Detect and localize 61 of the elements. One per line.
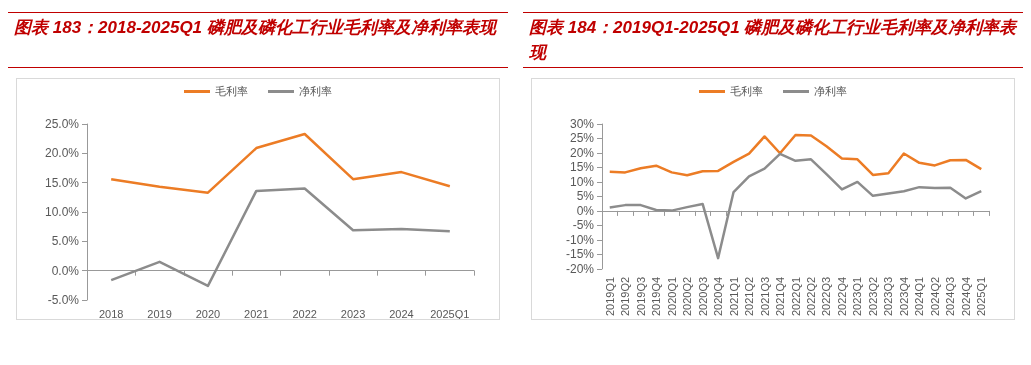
y-tick-label: 15.0% [44,175,80,190]
y-tick-label: -5% [572,218,595,233]
y-tick-label: 20% [569,145,595,160]
y-tick-label: 5.0% [51,234,80,249]
x-tick-label: 2019 [147,307,172,320]
legend-label: 毛利率 [215,85,248,98]
y-tick-label: 25.0% [44,117,80,131]
y-tick-label: 10% [569,174,595,189]
x-tick-label: 2022Q2 [804,276,817,317]
x-tick-label: 2023Q3 [882,276,895,317]
x-tick-label: 2025Q1 [975,276,988,317]
x-tick-label: 2023Q1 [851,276,864,317]
chart-title: 图表 183：2018-2025Q1 磷肥及磷化工行业毛利率及净利率表现 [8,12,508,68]
y-tick-label: 0.0% [51,263,80,278]
y-tick-label: 10.0% [44,205,80,219]
x-tick-label: 2025Q1 [430,307,470,320]
x-tick-label: 2020Q3 [696,276,709,317]
x-tick-label: 2020 [195,307,221,320]
x-tick-label: 2024Q4 [959,276,972,317]
x-tick-label: 2019Q3 [634,276,647,317]
x-tick-label: 2019Q4 [650,276,663,317]
line-series [608,152,983,260]
x-tick-label: 2019Q2 [619,276,632,317]
line-series [109,187,452,288]
y-tick-label: 5% [576,189,595,204]
y-tick-label: 30% [569,117,595,131]
legend-label: 净利率 [814,85,847,98]
y-tick-label: 25% [569,131,595,146]
x-tick-label: 2021 [244,307,269,320]
y-tick-label: -5.0% [47,293,80,307]
x-tick-label: 2018 [98,307,124,320]
y-tick-label: -10% [565,232,595,247]
chart-title: 图表 184：2019Q1-2025Q1 磷肥及磷化工行业毛利率及净利率表现 [523,12,1023,68]
x-tick-label: 2022Q3 [820,276,833,317]
y-tick-label: -20% [565,261,595,276]
x-tick-label: 2019Q1 [603,276,616,317]
x-tick-label: 2021Q2 [743,276,756,317]
y-tick-label: 0% [576,203,595,218]
x-tick-label: 2022Q4 [835,276,848,317]
x-tick-label: 2023 [340,307,366,320]
x-tick-label: 2021Q3 [758,276,771,317]
x-tick-label: 2024Q2 [928,276,941,317]
x-tick-label: 2023Q2 [866,276,879,317]
x-tick-label: 2022 [292,307,317,320]
y-tick-label: -15% [565,247,595,262]
x-tick-label: 2024Q3 [944,276,957,317]
line-series [109,132,452,194]
legend-label: 毛利率 [730,85,763,98]
x-tick-label: 2020Q2 [681,276,694,317]
x-tick-label: 2020Q4 [712,276,725,317]
x-tick-label: 2024Q1 [913,276,926,317]
legend-label: 净利率 [299,85,332,98]
line-series [608,133,983,177]
x-tick-label: 2024 [389,307,414,320]
x-tick-label: 2020Q1 [665,276,678,317]
x-tick-label: 2023Q4 [897,276,910,317]
y-tick-label: 15% [569,160,595,175]
x-tick-label: 2022Q1 [789,276,802,317]
y-tick-label: 20.0% [44,146,80,161]
x-tick-label: 2021Q1 [727,276,740,317]
x-tick-label: 2021Q4 [774,276,787,317]
